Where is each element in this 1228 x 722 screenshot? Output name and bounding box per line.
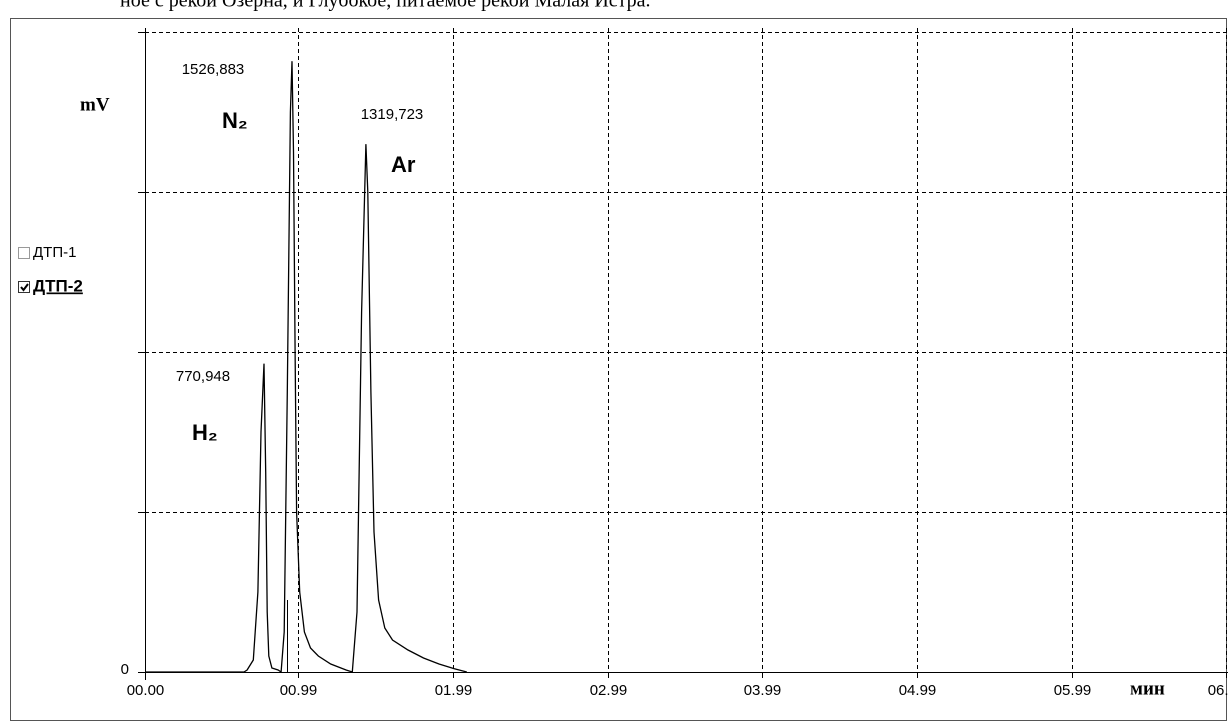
y-tick-label: 0: [121, 661, 129, 678]
peak-name: H₂: [192, 420, 218, 445]
x-tick-label: 05.99: [1054, 682, 1092, 699]
y-axis-label: mV: [80, 94, 110, 115]
header-text: ное с рекой Озерна, и Глубокое, питаемое…: [120, 0, 651, 12]
peak-value-label: 1526,883: [182, 61, 245, 78]
checkmark: [20, 283, 29, 292]
checkbox[interactable]: [18, 247, 30, 259]
peak-value-label: 1319,723: [361, 106, 424, 123]
checkbox[interactable]: [18, 281, 30, 293]
peak-name: Ar: [391, 152, 416, 177]
peak-value-label: 770,948: [176, 368, 230, 385]
legend-label[interactable]: ДТП-1: [33, 244, 76, 261]
x-tick-label: 06.99: [1208, 682, 1228, 699]
chart-frame: [10, 18, 1227, 721]
x-tick-label: 00.00: [127, 682, 165, 699]
x-tick-label: 04.99: [899, 682, 937, 699]
x-tick-label: 03.99: [744, 682, 782, 699]
signal-line: [145, 61, 467, 674]
x-axis-label: мин: [1130, 678, 1165, 699]
peak-name: N₂: [222, 108, 248, 133]
x-tick-label: 00.99: [280, 682, 318, 699]
x-tick-label: 02.99: [590, 682, 628, 699]
x-tick-label: 01.99: [435, 682, 473, 699]
legend-label[interactable]: ДТП-2: [33, 276, 83, 295]
